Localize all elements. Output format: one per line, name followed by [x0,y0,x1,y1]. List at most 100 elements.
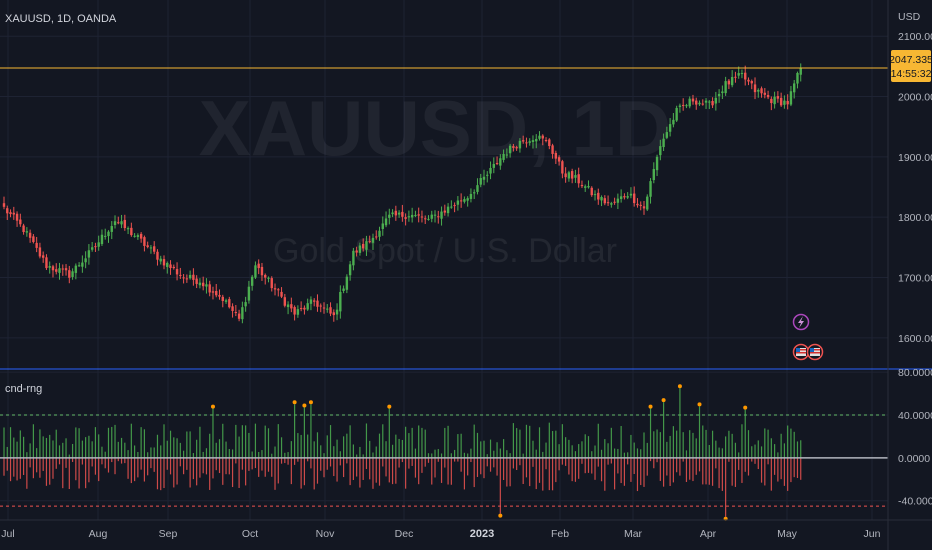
candle[interactable] [636,198,639,208]
candle[interactable] [659,139,662,161]
candle[interactable] [355,246,358,257]
candle[interactable] [567,170,571,182]
candle[interactable] [45,254,48,270]
candle[interactable] [613,197,616,205]
candle[interactable] [443,204,447,216]
candle[interactable] [633,186,636,207]
candle[interactable] [12,206,15,220]
candle[interactable] [198,278,202,289]
candle[interactable] [685,103,688,109]
candle[interactable] [717,89,721,103]
candle[interactable] [639,201,642,211]
symbol-legend[interactable]: XAUUSD, 1D, OANDA [5,13,117,25]
candle[interactable] [424,215,427,224]
candle[interactable] [368,235,371,244]
candle[interactable] [606,195,610,206]
candle[interactable] [15,211,19,227]
candle[interactable] [469,188,473,203]
candle[interactable] [597,188,600,205]
candle[interactable] [218,289,221,300]
candle[interactable] [551,143,554,159]
candle[interactable] [64,264,68,276]
candle[interactable] [2,196,6,210]
candle[interactable] [750,79,753,90]
candle[interactable] [156,249,159,266]
candle[interactable] [600,195,603,207]
candle[interactable] [32,234,35,244]
candle[interactable] [459,193,463,208]
candle[interactable] [401,204,404,222]
candle[interactable] [90,241,94,252]
candle[interactable] [130,222,133,237]
candle[interactable] [734,71,737,83]
candle[interactable] [525,137,528,148]
us-flag-icon[interactable] [792,343,810,361]
candle[interactable] [68,265,71,284]
candle[interactable] [793,79,796,99]
candle[interactable] [58,262,61,280]
candle[interactable] [71,268,74,280]
candle[interactable] [299,301,303,312]
candle[interactable] [117,216,120,225]
candle[interactable] [378,226,381,241]
candle[interactable] [286,301,290,315]
candle[interactable] [587,180,590,189]
candle[interactable] [306,298,309,311]
candle[interactable] [593,190,597,201]
candle[interactable] [280,287,283,299]
candle[interactable] [440,206,443,226]
candle[interactable] [394,205,398,221]
candle[interactable] [678,103,682,113]
candle[interactable] [508,143,512,158]
candle[interactable] [335,303,339,321]
candle[interactable] [133,233,136,238]
candle[interactable] [205,278,208,294]
candle[interactable] [574,169,577,183]
candle[interactable] [779,92,783,107]
candle[interactable] [502,149,505,163]
candle[interactable] [531,135,535,149]
candle[interactable] [773,91,776,109]
candle[interactable] [730,70,734,88]
candle[interactable] [234,305,238,317]
candle[interactable] [740,69,744,79]
lightning-icon[interactable] [792,313,810,331]
candle[interactable] [695,97,698,110]
candle[interactable] [267,276,270,283]
candle[interactable] [564,167,567,183]
candle[interactable] [796,71,799,89]
candle[interactable] [397,210,401,218]
candle[interactable] [476,178,479,195]
candle[interactable] [665,126,669,140]
candle[interactable] [84,251,87,269]
candle[interactable] [724,76,727,96]
candle[interactable] [182,274,185,284]
candle[interactable] [701,99,704,106]
candle[interactable] [489,161,492,180]
candle[interactable] [708,100,711,110]
candle[interactable] [453,202,456,213]
candle[interactable] [352,247,355,271]
candlestick-series[interactable] [2,63,802,324]
candle[interactable] [655,154,659,177]
candle[interactable] [166,261,169,274]
candle[interactable] [345,274,349,294]
candle[interactable] [603,195,607,206]
candle[interactable] [342,285,345,294]
candle[interactable] [721,85,724,100]
candle[interactable] [763,88,767,99]
candle[interactable] [100,229,104,246]
candle[interactable] [446,203,450,217]
candle[interactable] [104,228,107,240]
candle[interactable] [557,155,561,166]
candle[interactable] [482,169,486,186]
candle[interactable] [786,94,789,110]
candle[interactable] [521,135,525,144]
candle[interactable] [737,66,740,79]
candle[interactable] [404,213,407,226]
candle[interactable] [619,189,623,203]
candle[interactable] [273,283,277,296]
candle[interactable] [55,263,58,275]
candle[interactable] [629,187,633,199]
candle[interactable] [499,154,502,170]
